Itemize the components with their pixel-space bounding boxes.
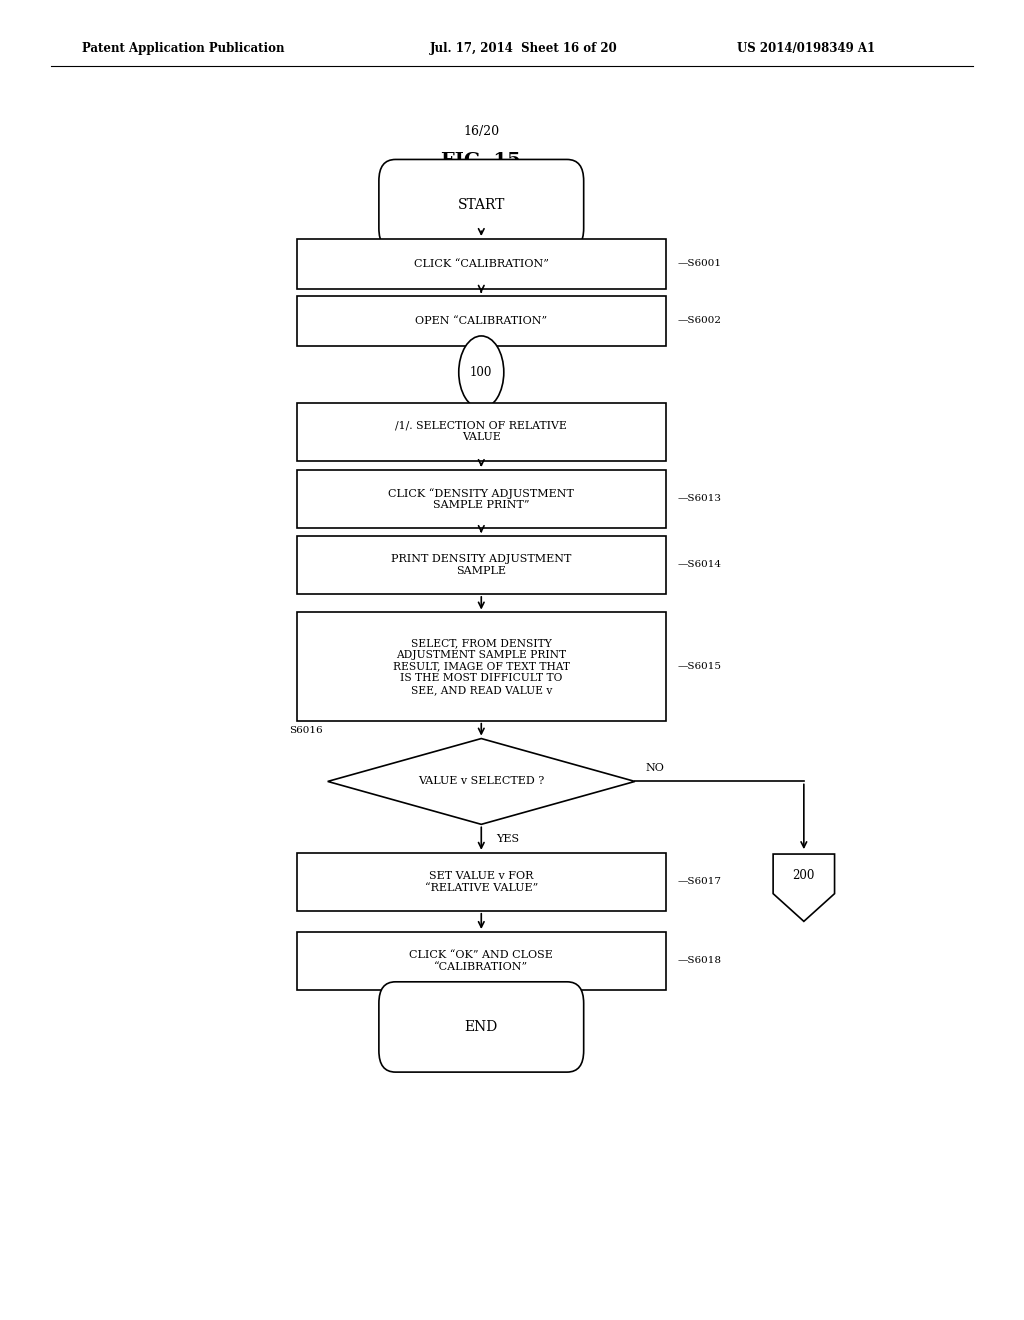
Text: —S6013: —S6013 xyxy=(678,495,722,503)
Bar xyxy=(297,612,666,721)
Text: FIG. 15: FIG. 15 xyxy=(441,152,521,170)
Text: —S6014: —S6014 xyxy=(678,561,722,569)
FancyBboxPatch shape xyxy=(379,160,584,249)
Text: CLICK “DENSITY ADJUSTMENT
SAMPLE PRINT”: CLICK “DENSITY ADJUSTMENT SAMPLE PRINT” xyxy=(388,488,574,510)
Text: SET VALUE v FOR
“RELATIVE VALUE”: SET VALUE v FOR “RELATIVE VALUE” xyxy=(425,871,538,892)
Text: CLICK “OK” AND CLOSE
“CALIBRATION”: CLICK “OK” AND CLOSE “CALIBRATION” xyxy=(410,950,553,972)
Text: —S6017: —S6017 xyxy=(678,878,722,886)
Text: S6016: S6016 xyxy=(289,726,323,734)
Bar xyxy=(297,296,666,346)
Polygon shape xyxy=(328,739,635,824)
Bar xyxy=(297,853,666,911)
Text: END: END xyxy=(465,1020,498,1034)
Text: CLICK “CALIBRATION”: CLICK “CALIBRATION” xyxy=(414,259,549,269)
Bar xyxy=(297,403,666,461)
Text: —S6018: —S6018 xyxy=(678,957,722,965)
Text: 16/20: 16/20 xyxy=(463,125,500,139)
Text: /1/. SELECTION OF RELATIVE
VALUE: /1/. SELECTION OF RELATIVE VALUE xyxy=(395,421,567,442)
Text: VALUE v SELECTED ?: VALUE v SELECTED ? xyxy=(418,776,545,787)
Text: 100: 100 xyxy=(470,366,493,379)
Ellipse shape xyxy=(459,337,504,409)
Bar xyxy=(297,932,666,990)
FancyBboxPatch shape xyxy=(379,982,584,1072)
Text: —S6015: —S6015 xyxy=(678,663,722,671)
Text: PRINT DENSITY ADJUSTMENT
SAMPLE: PRINT DENSITY ADJUSTMENT SAMPLE xyxy=(391,554,571,576)
Text: YES: YES xyxy=(497,833,520,843)
Polygon shape xyxy=(773,854,835,921)
Text: —S6002: —S6002 xyxy=(678,317,722,325)
Text: —S6001: —S6001 xyxy=(678,260,722,268)
Bar xyxy=(297,536,666,594)
Text: START: START xyxy=(458,198,505,211)
Text: OPEN “CALIBRATION”: OPEN “CALIBRATION” xyxy=(415,315,548,326)
Text: Jul. 17, 2014  Sheet 16 of 20: Jul. 17, 2014 Sheet 16 of 20 xyxy=(430,42,617,55)
Bar xyxy=(297,470,666,528)
Text: SELECT, FROM DENSITY
ADJUSTMENT SAMPLE PRINT
RESULT, IMAGE OF TEXT THAT
IS THE M: SELECT, FROM DENSITY ADJUSTMENT SAMPLE P… xyxy=(393,639,569,694)
Text: US 2014/0198349 A1: US 2014/0198349 A1 xyxy=(737,42,876,55)
Text: NO: NO xyxy=(645,763,664,774)
Bar xyxy=(297,239,666,289)
Text: Patent Application Publication: Patent Application Publication xyxy=(82,42,285,55)
Text: 200: 200 xyxy=(793,870,815,882)
